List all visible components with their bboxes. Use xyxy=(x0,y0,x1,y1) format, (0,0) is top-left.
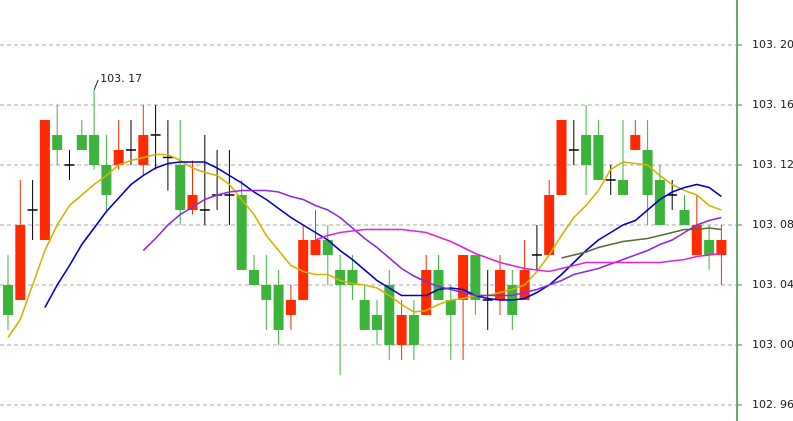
candle-body xyxy=(101,164,112,195)
candle-body xyxy=(249,269,259,285)
moving-average-line xyxy=(315,228,722,273)
candle-body xyxy=(470,254,481,300)
candle-body xyxy=(76,134,87,150)
y-tick-label: 103. 16 xyxy=(752,98,793,111)
candle-body xyxy=(322,239,333,255)
candle-body xyxy=(618,179,628,195)
candle-body xyxy=(704,239,715,255)
moving-average-line xyxy=(44,161,722,308)
candle-body xyxy=(408,314,419,345)
candle-body xyxy=(421,269,432,315)
candle-body xyxy=(113,149,124,165)
candle-body xyxy=(691,224,702,255)
candle-body xyxy=(495,269,505,300)
y-tick-label: 102. 96 xyxy=(752,398,793,411)
candle-body xyxy=(630,134,641,150)
y-tick-label: 103. 12 xyxy=(752,158,793,171)
candle-body xyxy=(654,179,665,225)
candle-body xyxy=(15,224,26,300)
candle-body xyxy=(273,284,284,330)
y-tick-label: 103. 00 xyxy=(752,338,793,351)
moving-average-line xyxy=(7,153,722,338)
candle-body xyxy=(445,299,456,315)
candle-body xyxy=(187,194,198,210)
candle-body xyxy=(384,284,395,345)
candle-body xyxy=(347,269,358,285)
candle-body xyxy=(138,134,149,165)
y-tick-label: 103. 08 xyxy=(752,218,793,231)
candle-body xyxy=(372,314,382,330)
candle-body xyxy=(556,119,567,195)
moving-average-line xyxy=(142,189,722,297)
y-tick-label: 103. 20 xyxy=(752,38,793,51)
candle-body xyxy=(39,119,50,240)
candle-body xyxy=(261,284,272,300)
candle-body xyxy=(298,239,309,300)
candle-body xyxy=(593,134,604,180)
candle-body xyxy=(433,269,444,300)
candle-body xyxy=(716,239,727,255)
candle-body xyxy=(544,194,555,255)
candle-body xyxy=(236,194,247,270)
candle-body xyxy=(359,299,370,330)
candle-body xyxy=(310,239,321,255)
annotation-leader xyxy=(93,79,99,91)
candle-body xyxy=(335,269,346,285)
annotation-label: 103. 17 xyxy=(100,72,142,85)
candle-body xyxy=(285,299,296,315)
candle-body xyxy=(458,254,469,300)
y-tick-label: 103. 04 xyxy=(752,278,793,291)
candle-body xyxy=(3,284,13,315)
candle-body xyxy=(52,134,63,150)
candle-body xyxy=(396,314,407,345)
candle-body xyxy=(581,134,592,165)
moving-average-line xyxy=(561,227,722,259)
candle-body xyxy=(175,164,186,210)
candle-body xyxy=(89,134,100,165)
candle-body xyxy=(679,209,690,225)
candle-body xyxy=(642,149,653,195)
